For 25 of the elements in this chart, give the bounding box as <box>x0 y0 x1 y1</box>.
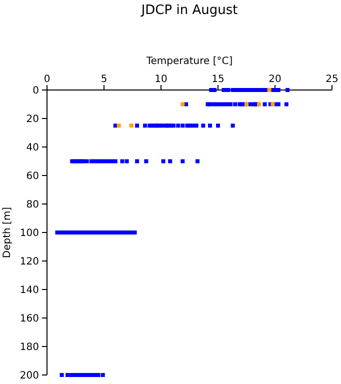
y-tick-label: 40 <box>26 142 39 154</box>
x-axis-title: Temperature [°C] <box>145 56 233 67</box>
y-tick-label: 60 <box>26 171 39 182</box>
x-tick-label: 15 <box>212 74 224 85</box>
y-tick-label: 140 <box>20 285 39 296</box>
x-tick-label: 20 <box>268 74 282 85</box>
y-tick-label: 200 <box>20 370 39 382</box>
y-tick-label: 100 <box>20 228 39 239</box>
y-tick-label: 160 <box>20 314 39 324</box>
point <box>116 124 121 128</box>
point <box>257 102 262 106</box>
point <box>129 124 134 128</box>
y-tick-label: 0 <box>32 86 39 96</box>
point <box>180 102 185 106</box>
x-tick-label: 0 <box>44 74 50 85</box>
y-tick-label: 180 <box>20 342 39 353</box>
y-tick-label: 120 <box>20 256 39 268</box>
point <box>270 102 275 106</box>
y-tick-label: 80 <box>26 200 39 210</box>
x-tick-label: 25 <box>326 74 338 85</box>
y-axis-title: Depth [m] <box>2 206 13 258</box>
chart-title: JDCP in August <box>140 3 238 18</box>
y-tick-label: 20 <box>26 114 39 125</box>
x-tick-label: 5 <box>100 74 108 85</box>
x-tick-label: 10 <box>154 74 168 85</box>
